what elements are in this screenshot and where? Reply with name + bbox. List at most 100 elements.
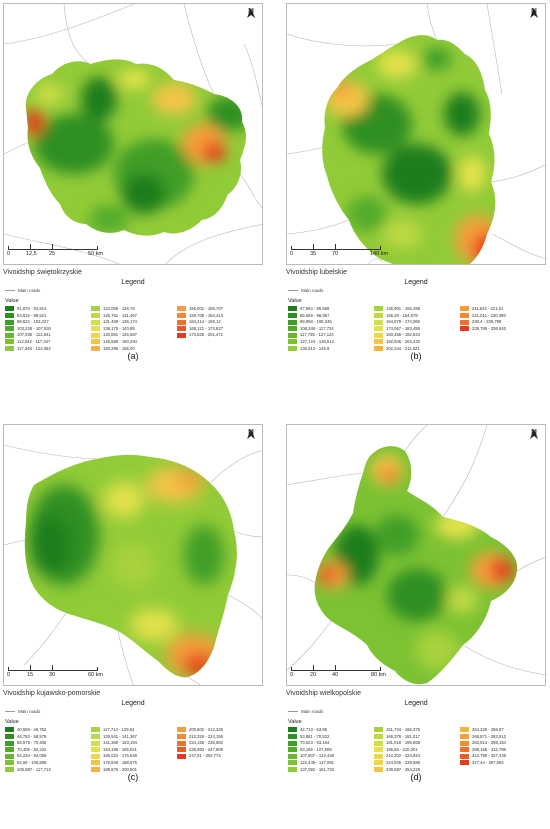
legend-swatch — [374, 319, 383, 325]
legend-range: 181,018 - 195,659 — [386, 740, 420, 746]
legend-entry: 141,368 - 153,194 — [91, 740, 137, 746]
legend-entry: 173,828 - 201,471 — [177, 332, 223, 338]
scale-tick — [30, 665, 31, 670]
legend-swatch — [91, 326, 100, 332]
north-arrow-d: N — [529, 429, 539, 447]
legend-swatch — [374, 326, 383, 332]
legend-range: 82,233 - 94,059 — [17, 753, 47, 759]
legend-range: 153,195 - 165,021 — [103, 746, 137, 752]
legend-entry: 224,156 - 235,982 — [177, 740, 223, 746]
scale-label: 15 — [27, 672, 34, 678]
legend-entry: 70,406 - 82,232 — [5, 747, 46, 753]
legend-range: 254,229 - 268,87 — [472, 727, 504, 732]
voivodship-label: Vivoidship świętokrzyskie — [3, 269, 82, 276]
legend-entry: 98,522 - 103,227 — [5, 319, 49, 325]
value-label: Value — [5, 719, 19, 725]
legend-range: 202,234 - 211,621 — [386, 345, 420, 351]
scale-label: 0 — [7, 672, 11, 678]
legend-range: 85,569 - 98,957 — [300, 312, 330, 318]
legend-range: 105,887 - 117,713 — [17, 766, 51, 772]
legend-swatch — [288, 727, 297, 733]
legend-range: 150,295 - 155,00 — [103, 345, 135, 351]
legend-swatch — [91, 733, 100, 739]
north-arrow-b: N — [529, 8, 539, 26]
legend-entry: 155,29 - 164,678 — [374, 313, 418, 319]
legend-range: 117,735 - 127,123 — [300, 332, 334, 338]
legend-entry: 188,676 - 200,501 — [91, 767, 137, 773]
legend-entry: 164,679 - 174,066 — [374, 319, 420, 325]
panel-d: N 0 20 40 80 km Vivoidship wielkopolskie… — [286, 424, 548, 786]
legend-entry: 202,234 - 211,621 — [374, 346, 420, 352]
scale-bar-line — [8, 667, 98, 671]
legend-entry: 155,001 - 159,707 — [177, 306, 223, 312]
legend-range: 67,664 - 85,568 — [300, 306, 330, 311]
legend-range: 70,523 - 93,164 — [300, 740, 330, 746]
legend-entry: 117,714 - 129,54 — [91, 727, 134, 733]
legend-entry: 159,708 - 164,413 — [177, 313, 223, 319]
legend-entry: 312,796 - 327,439 — [460, 753, 506, 759]
legend-range: 42,713 - 53,88 — [300, 727, 328, 732]
legend-range: 141,368 - 153,194 — [103, 740, 137, 746]
legend-swatch — [374, 306, 383, 312]
legend-entry: 131,468 - 136,174 — [91, 319, 137, 325]
legend-swatch — [460, 326, 469, 332]
legend-entry: 129,541 - 141,367 — [91, 734, 137, 740]
legend-swatch — [91, 339, 100, 345]
legend-swatch — [460, 733, 469, 739]
value-label: Value — [288, 719, 302, 725]
legend-swatch — [460, 727, 469, 733]
legend-entry: 183,456 - 192,844 — [374, 332, 420, 338]
legend-entry: 195,66 - 210,301 — [374, 747, 418, 753]
legend-range: 107,807 - 122,448 — [300, 753, 334, 759]
legend-swatch — [5, 766, 14, 772]
legend-swatch — [288, 345, 297, 351]
legend-entry: 136,175 - 140,88 — [91, 326, 135, 332]
legend-entry: 212,329 - 224,155 — [177, 734, 223, 740]
legend-swatch — [374, 345, 383, 351]
scale-label: 80 km — [371, 672, 386, 678]
scale-label: 25 — [49, 251, 56, 257]
legend-entry: 93,815 - 98,521 — [5, 313, 46, 319]
legend-range: 40,559 - 46,752 — [17, 727, 47, 732]
main-roads-key: Main roads — [288, 288, 323, 293]
legend-range: 136,513 - 145,9 — [300, 345, 330, 351]
legend-entry: 137,092 - 151,733 — [288, 767, 334, 773]
legend-entry: 254,229 - 268,87 — [460, 727, 504, 733]
legend-entry: 126,761 - 131,467 — [91, 313, 137, 319]
legend-entry: 221,011 - 230,399 — [460, 313, 506, 319]
legend-range: 93,815 - 98,521 — [17, 312, 47, 318]
legend-swatch — [177, 740, 186, 746]
legend-range: 164,414 - 169,12 — [189, 319, 221, 325]
legend-entry: 91,670 - 93,814 — [5, 306, 46, 312]
legend-range: 112,642 - 117,347 — [17, 339, 51, 344]
legend-range: 155,001 - 159,707 — [189, 306, 223, 311]
main-roads-label: Main roads — [18, 288, 41, 293]
legend-range: 327,44 - 357,064 — [472, 760, 504, 765]
panel-a: N 0 12,5 25 50 km Vivoidship świętokrzys… — [3, 3, 265, 365]
legend-entry: 58,579 - 70,405 — [5, 740, 46, 746]
legend-swatch — [374, 740, 383, 746]
legend-entry: 211,622 - 221,01 — [460, 306, 503, 312]
legend-swatch — [288, 733, 297, 739]
legend-entry: 85,569 - 98,957 — [288, 313, 329, 319]
voivodship-label: Vivoidship wielkopolskie — [286, 690, 361, 697]
legend-swatch — [288, 326, 297, 332]
legend-swatch — [288, 740, 297, 746]
legend-entry: 67,664 - 85,568 — [288, 306, 329, 312]
north-arrow-icon — [530, 8, 538, 18]
legend-swatch — [374, 747, 383, 753]
legend-swatch — [177, 326, 186, 332]
legend-range: 122,449 - 137,091 — [300, 760, 334, 765]
map-frame-d: N 0 20 40 80 km — [286, 424, 546, 686]
legend-range: 70,406 - 82,232 — [17, 746, 47, 752]
legend-entry: 117,348 - 122,054 — [5, 346, 51, 352]
legend-range: 145,588 - 150,294 — [103, 339, 137, 344]
main-roads-d — [287, 425, 545, 685]
map-d — [287, 425, 545, 685]
legend-swatch — [177, 332, 186, 338]
legend-entry: 174,067 - 183,455 — [374, 326, 420, 332]
scale-label: 70 — [332, 251, 339, 257]
scale-tick — [335, 665, 336, 670]
legend-title: Legend — [121, 279, 145, 286]
legend-entry: 127,124 - 136,512 — [288, 339, 334, 345]
